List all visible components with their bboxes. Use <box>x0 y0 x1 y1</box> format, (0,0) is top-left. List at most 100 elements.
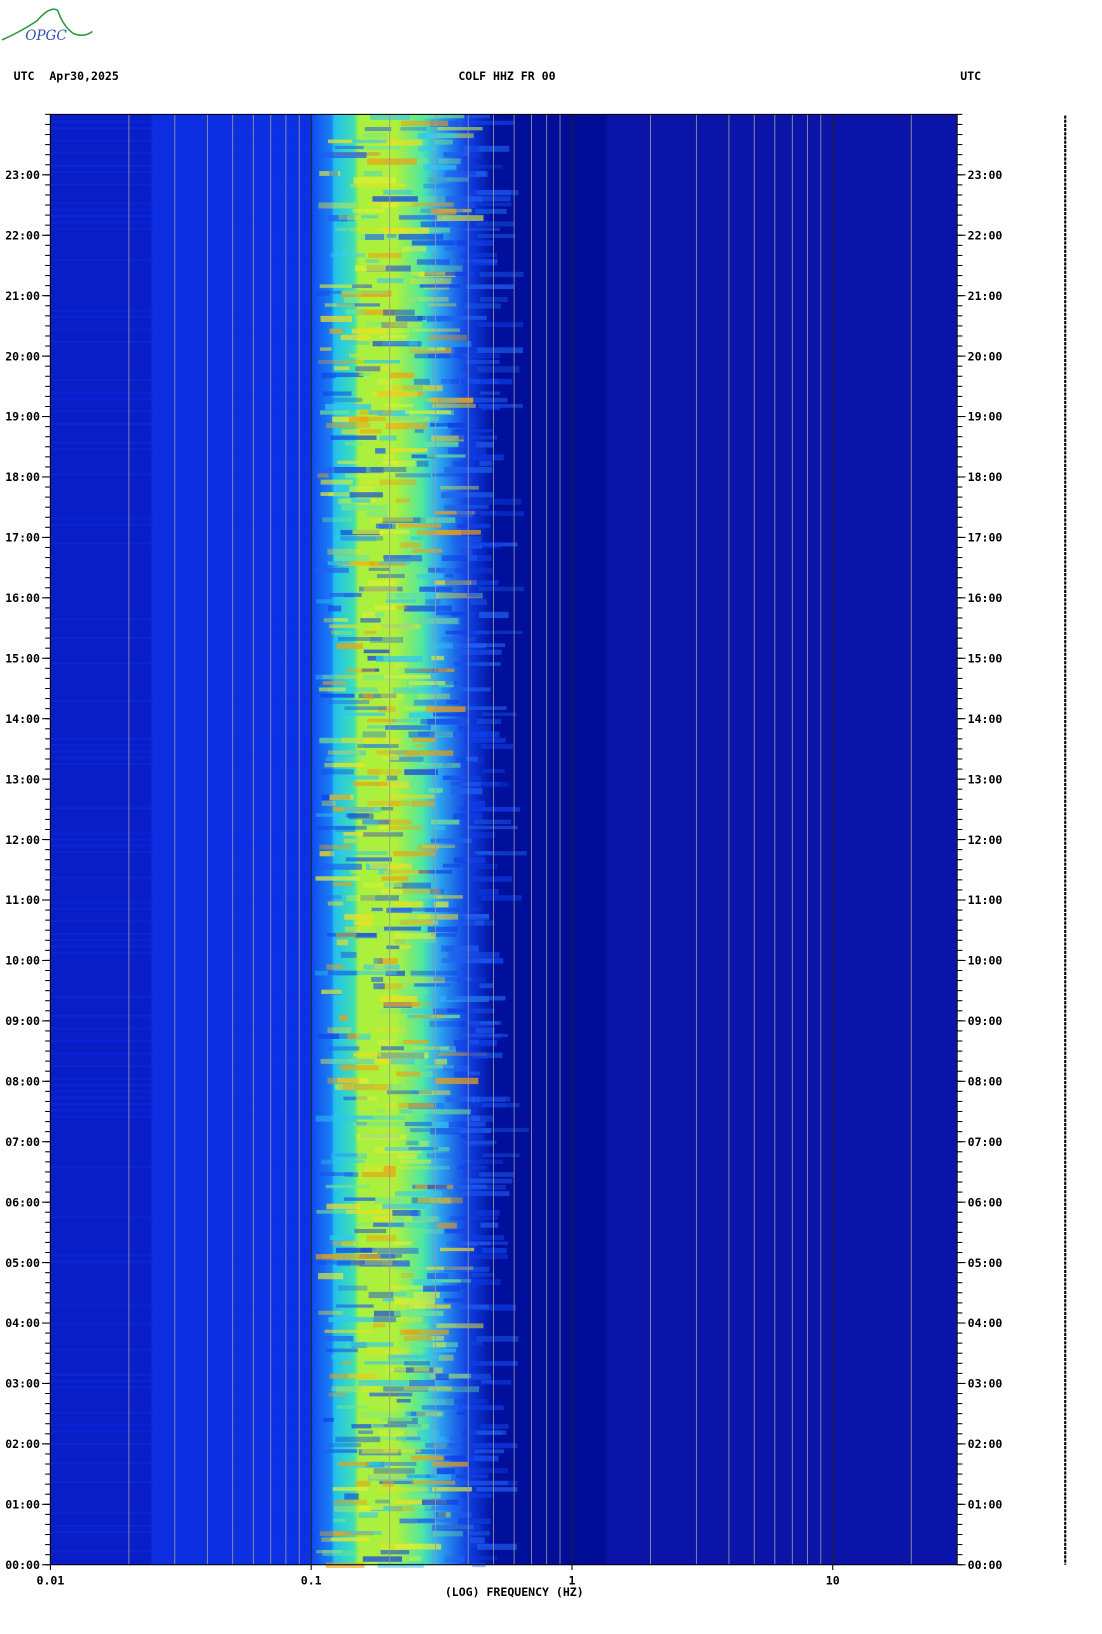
texture <box>320 693 355 698</box>
texture <box>403 605 452 612</box>
texture <box>433 977 472 981</box>
texture <box>386 794 435 799</box>
texture <box>333 536 377 542</box>
y-tick-label: 13:00 <box>5 772 40 786</box>
texture <box>332 882 353 886</box>
texture <box>328 1317 375 1323</box>
texture <box>331 1153 367 1159</box>
texture <box>434 1386 480 1393</box>
texture <box>473 511 497 515</box>
texture <box>467 1531 490 1536</box>
texture <box>50 1254 313 1257</box>
texture <box>460 781 481 787</box>
texture <box>477 851 527 856</box>
texture <box>382 1480 394 1487</box>
texture <box>447 196 465 201</box>
texture <box>390 869 428 874</box>
y-tick-label: 15:00 <box>5 651 40 665</box>
texture <box>334 630 353 636</box>
y-tick-label-right: 20:00 <box>968 349 1003 363</box>
texture <box>337 637 383 641</box>
texture <box>480 1380 512 1385</box>
texture <box>50 341 313 344</box>
texture <box>386 945 400 950</box>
logo: OPGC <box>1 8 93 44</box>
texture <box>411 1165 450 1170</box>
texture <box>474 1455 498 1461</box>
texture <box>404 1121 432 1127</box>
texture <box>337 1077 369 1084</box>
texture <box>403 1505 432 1510</box>
texture <box>335 1436 381 1443</box>
texture <box>50 441 313 444</box>
texture <box>345 857 392 862</box>
texture <box>404 1361 428 1366</box>
texture <box>318 1033 340 1039</box>
texture <box>457 977 486 982</box>
texture <box>324 1329 374 1334</box>
texture <box>360 895 399 901</box>
texture <box>50 1386 313 1389</box>
texture <box>321 372 336 379</box>
texture <box>434 511 476 515</box>
texture <box>366 1235 397 1242</box>
y-tick-label-right: 13:00 <box>968 772 1003 786</box>
texture <box>418 1398 454 1405</box>
texture <box>366 265 411 272</box>
texture <box>422 844 455 849</box>
texture <box>359 366 390 372</box>
texture <box>320 1159 350 1165</box>
texture <box>442 863 461 868</box>
texture <box>473 202 512 207</box>
texture <box>361 1424 384 1429</box>
texture <box>429 265 463 272</box>
texture <box>417 914 459 920</box>
texture <box>445 567 458 574</box>
texture <box>331 397 363 403</box>
texture <box>439 1046 456 1053</box>
texture <box>344 914 374 920</box>
texture <box>394 662 407 668</box>
texture <box>392 385 442 391</box>
texture <box>478 586 525 592</box>
texture <box>465 756 478 762</box>
texture <box>316 599 333 604</box>
texture <box>385 422 429 430</box>
texture <box>327 687 379 693</box>
texture <box>454 240 465 245</box>
texture <box>373 1222 405 1227</box>
texture <box>50 1102 313 1106</box>
y-tick-label-right: 00:00 <box>968 1558 1003 1572</box>
texture <box>374 624 421 629</box>
texture <box>429 731 454 738</box>
texture <box>429 1021 467 1027</box>
texture <box>50 542 313 545</box>
texture <box>450 951 500 958</box>
texture <box>376 574 405 578</box>
texture <box>468 1556 498 1561</box>
texture <box>452 460 465 467</box>
texture <box>318 202 356 209</box>
texture <box>368 1474 413 1481</box>
texture <box>379 334 407 339</box>
texture <box>350 869 360 874</box>
texture <box>438 681 454 688</box>
texture <box>397 1153 417 1160</box>
texture <box>371 907 383 912</box>
texture <box>319 844 352 850</box>
texture <box>418 145 437 152</box>
texture <box>356 1134 407 1140</box>
texture <box>408 341 418 346</box>
texture <box>469 907 482 912</box>
texture <box>329 171 338 177</box>
texture <box>434 580 477 585</box>
y-tick-label-right: 15:00 <box>968 651 1003 665</box>
texture <box>475 920 485 926</box>
texture <box>417 618 458 624</box>
texture <box>358 1430 373 1435</box>
texture <box>50 1373 313 1376</box>
texture <box>368 567 390 571</box>
texture <box>460 1493 492 1498</box>
texture <box>395 1543 442 1550</box>
texture <box>396 1436 421 1441</box>
